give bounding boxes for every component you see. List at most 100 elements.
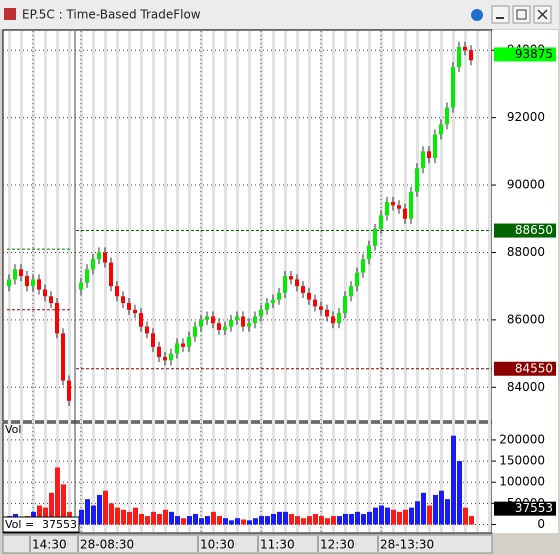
volume-bar bbox=[103, 490, 108, 525]
volume-bar bbox=[217, 516, 222, 525]
volume-bar bbox=[307, 516, 312, 525]
candle-body bbox=[379, 215, 383, 229]
candle-body bbox=[409, 191, 413, 219]
candle-body bbox=[355, 272, 359, 287]
stripe bbox=[140, 31, 143, 532]
candle-body bbox=[241, 316, 245, 327]
candle-body bbox=[43, 289, 47, 297]
volume-readout-label: Vol = bbox=[5, 518, 34, 531]
volume-bar bbox=[145, 516, 150, 525]
volume-bar bbox=[289, 513, 294, 525]
x-tick-label: 28-08:30 bbox=[80, 538, 134, 552]
y-tick-label: 88000 bbox=[507, 245, 545, 259]
candle-body bbox=[373, 228, 377, 246]
volume-bar bbox=[295, 516, 300, 525]
maximize-button[interactable] bbox=[512, 5, 531, 24]
candle-body bbox=[421, 151, 425, 169]
level-label-box bbox=[494, 361, 556, 376]
candle-body bbox=[151, 333, 155, 347]
volume-bar bbox=[163, 509, 168, 525]
last-price-box bbox=[494, 47, 556, 62]
volume-bar bbox=[61, 484, 66, 525]
current-volume-box bbox=[494, 501, 556, 516]
volume-bar bbox=[139, 513, 144, 525]
candle-body bbox=[127, 303, 131, 310]
volume-bar bbox=[115, 507, 120, 525]
candle-body bbox=[145, 326, 149, 334]
value-axis bbox=[492, 30, 558, 533]
volume-bar bbox=[169, 511, 174, 525]
candle-body bbox=[271, 299, 275, 304]
volume-bar bbox=[265, 516, 270, 525]
candle-body bbox=[61, 333, 65, 381]
candle-body bbox=[457, 46, 461, 68]
x-tick-label: 14:30 bbox=[32, 538, 67, 552]
volume-bar bbox=[451, 435, 456, 525]
y-tick-label: 150000 bbox=[499, 454, 545, 468]
candle-body bbox=[253, 316, 257, 324]
x-tick-label: 11:30 bbox=[260, 538, 295, 552]
candle-body bbox=[133, 309, 137, 314]
candle-body bbox=[325, 309, 329, 317]
volume-bar bbox=[355, 511, 360, 525]
volume-title: Vol bbox=[5, 423, 21, 436]
candle-body bbox=[427, 151, 431, 159]
stripe bbox=[272, 31, 275, 532]
level-label-box bbox=[494, 223, 556, 238]
candle-body bbox=[37, 279, 41, 290]
stripe bbox=[152, 31, 155, 532]
stripe bbox=[488, 31, 491, 532]
candle-body bbox=[109, 262, 113, 287]
close-icon bbox=[537, 9, 548, 20]
candle-body bbox=[229, 319, 233, 327]
stripe bbox=[188, 31, 191, 532]
volume-readout bbox=[2, 516, 80, 533]
candle-body bbox=[469, 50, 473, 61]
volume-bar bbox=[343, 513, 348, 525]
candle-body bbox=[13, 269, 17, 280]
time-axis bbox=[2, 534, 493, 554]
stripe bbox=[56, 31, 59, 532]
volume-bar bbox=[301, 518, 306, 525]
price-panel bbox=[2, 29, 493, 422]
stripe bbox=[236, 31, 239, 532]
candle-body bbox=[7, 279, 11, 287]
stripe bbox=[440, 31, 443, 532]
y-tick-label: 84000 bbox=[507, 380, 545, 394]
volume-bar bbox=[157, 513, 162, 525]
stripe bbox=[464, 31, 467, 532]
candle-body bbox=[439, 124, 443, 135]
candle-body bbox=[403, 208, 407, 219]
y-tick-label: 86000 bbox=[507, 312, 545, 326]
candle-body bbox=[175, 343, 179, 354]
volume-bar bbox=[49, 492, 54, 525]
pin-button[interactable] bbox=[471, 9, 483, 21]
volume-bar bbox=[133, 507, 138, 525]
stripe bbox=[200, 31, 203, 532]
stripe bbox=[476, 31, 479, 532]
volume-bar bbox=[427, 505, 432, 525]
title-bar bbox=[0, 0, 559, 29]
candle-body bbox=[331, 316, 335, 324]
candle-body bbox=[121, 296, 125, 304]
candle-body bbox=[361, 259, 365, 273]
stripe bbox=[224, 31, 227, 532]
volume-bar bbox=[331, 516, 336, 525]
stripe bbox=[380, 31, 383, 532]
candle-body bbox=[79, 282, 83, 290]
volume-bar bbox=[277, 511, 282, 525]
candle-body bbox=[295, 279, 299, 287]
stripe bbox=[308, 31, 311, 532]
volume-bar bbox=[337, 516, 342, 525]
volume-bar bbox=[97, 494, 102, 525]
candle-body bbox=[169, 353, 173, 361]
candle-body bbox=[451, 67, 455, 108]
volume-bar bbox=[457, 461, 462, 525]
candle-body bbox=[31, 279, 35, 287]
minimize-button[interactable] bbox=[491, 5, 510, 24]
volume-bar bbox=[367, 511, 372, 525]
candle-body bbox=[277, 292, 281, 300]
stripe bbox=[428, 31, 431, 532]
volume-bar bbox=[187, 516, 192, 525]
